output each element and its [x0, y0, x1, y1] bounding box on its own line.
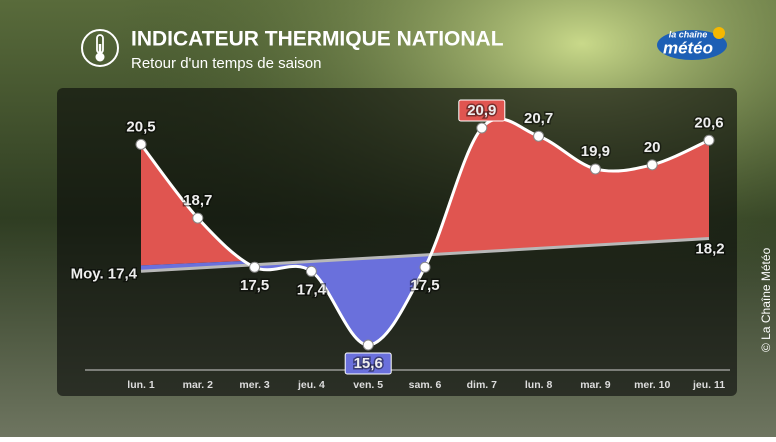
- x-tick-label: mar. 9: [580, 379, 611, 391]
- title: INDICATEUR THERMIQUE NATIONAL: [131, 28, 504, 51]
- point: [533, 130, 545, 142]
- point: [135, 138, 147, 150]
- credit: © La Chaîne Météo: [759, 247, 773, 352]
- value-label: 20,7: [524, 110, 553, 127]
- x-tick-label: sam. 6: [409, 379, 442, 391]
- value-label: 20,5: [126, 118, 155, 135]
- x-tick-label: lun. 1: [127, 379, 155, 391]
- point: [476, 122, 488, 134]
- x-tick-label: mer. 3: [239, 379, 270, 391]
- x-tick-label: mer. 10: [634, 379, 670, 391]
- logo: la chaîne météo: [657, 27, 727, 60]
- value-badge: [344, 352, 392, 375]
- x-tick-label: jeu. 4: [297, 379, 325, 391]
- value-label: 17,5: [410, 277, 439, 294]
- point: [419, 261, 431, 273]
- thermometer-icon: [81, 29, 119, 67]
- x-tick-label: jeu. 11: [692, 379, 725, 391]
- point: [192, 212, 204, 224]
- logo-line2: météo: [663, 38, 713, 57]
- value-label: 20,9: [467, 102, 496, 119]
- value-label: 17,5: [240, 277, 269, 294]
- x-tick-label: ven. 5: [353, 379, 383, 391]
- normal-label: 18,2: [695, 241, 724, 258]
- value-label: 17,4: [297, 281, 327, 298]
- value-label: 19,9: [581, 143, 610, 160]
- x-tick-label: lun. 8: [525, 379, 553, 391]
- subtitle: Retour d'un temps de saison: [131, 55, 321, 72]
- point: [589, 163, 601, 175]
- x-tick-label: mar. 2: [183, 379, 214, 391]
- x-tick-label: dim. 7: [467, 379, 498, 391]
- logo-line1: la chaîne: [669, 29, 708, 39]
- normal-label: Moy. 17,4: [71, 265, 138, 282]
- value-label: 20,6: [694, 114, 723, 131]
- point: [703, 134, 715, 146]
- area-above: [141, 118, 709, 272]
- point: [305, 265, 317, 277]
- value-label: 15,6: [354, 355, 383, 372]
- value-badge: [458, 99, 506, 122]
- normal-line: [140, 237, 710, 273]
- point: [362, 339, 374, 351]
- value-label: 20: [644, 139, 661, 156]
- point: [249, 261, 261, 273]
- value-label: 18,7: [183, 192, 212, 209]
- point: [646, 159, 658, 171]
